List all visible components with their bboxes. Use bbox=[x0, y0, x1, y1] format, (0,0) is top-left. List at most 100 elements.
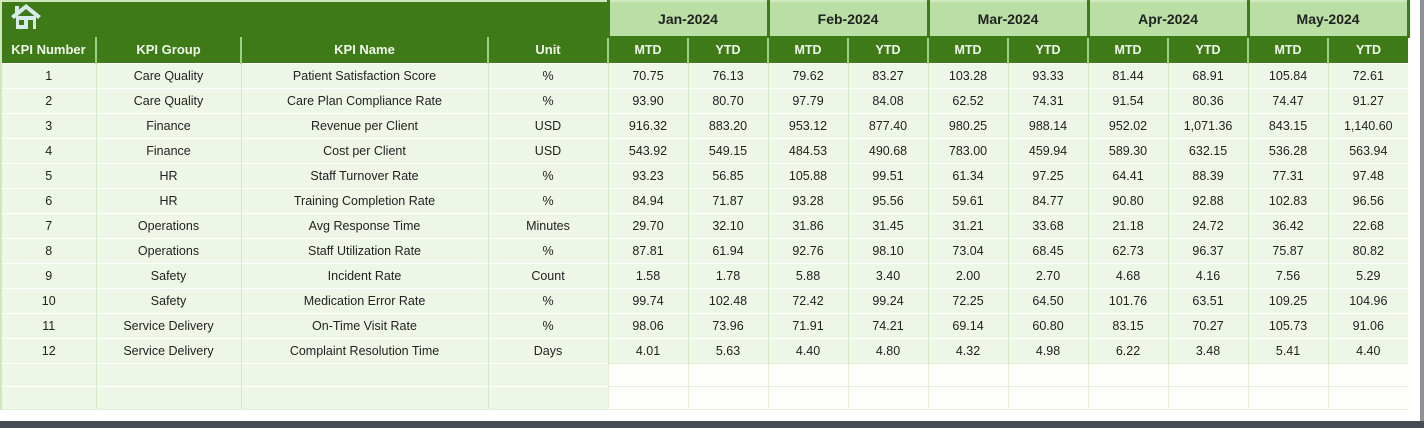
unit-cell[interactable]: USD bbox=[487, 112, 608, 138]
value-cell[interactable]: 77.31 bbox=[1247, 162, 1329, 188]
month-header-mar[interactable]: Mar-2024 bbox=[926, 0, 1089, 38]
unit-cell[interactable]: % bbox=[487, 237, 608, 263]
subheader-apr-mtd[interactable]: MTD bbox=[1087, 37, 1169, 63]
value-cell[interactable]: 91.54 bbox=[1087, 87, 1169, 113]
empty-cell[interactable] bbox=[767, 385, 848, 410]
col-header-kpi-number[interactable]: KPI Number bbox=[0, 37, 96, 63]
empty-cell[interactable] bbox=[687, 385, 768, 410]
value-cell[interactable]: 63.51 bbox=[1167, 287, 1249, 313]
value-cell[interactable]: 99.24 bbox=[847, 287, 929, 313]
value-cell[interactable]: 31.21 bbox=[927, 212, 1009, 238]
subheader-mar-ytd[interactable]: YTD bbox=[1007, 37, 1089, 63]
kpi-name-cell[interactable]: Staff Turnover Rate bbox=[240, 162, 488, 188]
subheader-may-mtd[interactable]: MTD bbox=[1247, 37, 1329, 63]
value-cell[interactable]: 70.75 bbox=[607, 62, 688, 88]
kpi-group-cell[interactable]: HR bbox=[95, 187, 241, 213]
value-cell[interactable]: 96.37 bbox=[1167, 237, 1249, 263]
value-cell[interactable]: 104.96 bbox=[1327, 287, 1409, 313]
kpi-name-cell[interactable]: Patient Satisfaction Score bbox=[240, 62, 488, 88]
empty-cell[interactable] bbox=[1247, 385, 1329, 410]
value-cell[interactable]: 490.68 bbox=[847, 137, 929, 163]
empty-cell[interactable] bbox=[1007, 362, 1089, 386]
value-cell[interactable]: 883.20 bbox=[687, 112, 768, 138]
value-cell[interactable]: 31.45 bbox=[847, 212, 929, 238]
value-cell[interactable]: 62.52 bbox=[927, 87, 1009, 113]
value-cell[interactable]: 61.34 bbox=[927, 162, 1009, 188]
value-cell[interactable]: 91.06 bbox=[1327, 312, 1409, 338]
empty-cell[interactable] bbox=[687, 362, 768, 386]
kpi-number-cell[interactable]: 7 bbox=[0, 212, 96, 238]
value-cell[interactable]: 5.41 bbox=[1247, 337, 1329, 363]
value-cell[interactable]: 4.98 bbox=[1007, 337, 1089, 363]
empty-cell[interactable] bbox=[487, 385, 608, 410]
value-cell[interactable]: 1.58 bbox=[607, 262, 688, 288]
unit-cell[interactable]: % bbox=[487, 87, 608, 113]
value-cell[interactable]: 101.76 bbox=[1087, 287, 1169, 313]
kpi-name-cell[interactable]: Medication Error Rate bbox=[240, 287, 488, 313]
value-cell[interactable]: 1,071.36 bbox=[1167, 112, 1249, 138]
value-cell[interactable]: 988.14 bbox=[1007, 112, 1089, 138]
empty-cell[interactable] bbox=[607, 385, 688, 410]
value-cell[interactable]: 105.84 bbox=[1247, 62, 1329, 88]
value-cell[interactable]: 59.61 bbox=[927, 187, 1009, 213]
value-cell[interactable]: 484.53 bbox=[767, 137, 848, 163]
empty-cell[interactable] bbox=[767, 362, 848, 386]
value-cell[interactable]: 95.56 bbox=[847, 187, 929, 213]
value-cell[interactable]: 69.14 bbox=[927, 312, 1009, 338]
empty-cell[interactable] bbox=[1327, 362, 1409, 386]
value-cell[interactable]: 81.44 bbox=[1087, 62, 1169, 88]
value-cell[interactable]: 33.68 bbox=[1007, 212, 1089, 238]
kpi-group-cell[interactable]: Operations bbox=[95, 212, 241, 238]
value-cell[interactable]: 71.87 bbox=[687, 187, 768, 213]
value-cell[interactable]: 72.61 bbox=[1327, 62, 1409, 88]
value-cell[interactable]: 64.41 bbox=[1087, 162, 1169, 188]
value-cell[interactable]: 74.31 bbox=[1007, 87, 1089, 113]
kpi-number-cell[interactable]: 9 bbox=[0, 262, 96, 288]
kpi-number-cell[interactable]: 12 bbox=[0, 337, 96, 363]
value-cell[interactable]: 21.18 bbox=[1087, 212, 1169, 238]
kpi-name-cell[interactable]: Incident Rate bbox=[240, 262, 488, 288]
value-cell[interactable]: 543.92 bbox=[607, 137, 688, 163]
empty-cell[interactable] bbox=[847, 362, 929, 386]
kpi-group-cell[interactable]: Finance bbox=[95, 112, 241, 138]
value-cell[interactable]: 877.40 bbox=[847, 112, 929, 138]
value-cell[interactable]: 76.13 bbox=[687, 62, 768, 88]
empty-cell[interactable] bbox=[95, 385, 241, 410]
value-cell[interactable]: 31.86 bbox=[767, 212, 848, 238]
value-cell[interactable]: 2.70 bbox=[1007, 262, 1089, 288]
value-cell[interactable]: 92.88 bbox=[1167, 187, 1249, 213]
value-cell[interactable]: 916.32 bbox=[607, 112, 688, 138]
value-cell[interactable]: 98.10 bbox=[847, 237, 929, 263]
month-header-may[interactable]: May-2024 bbox=[1246, 0, 1410, 38]
subheader-jan-mtd[interactable]: MTD bbox=[607, 37, 688, 63]
value-cell[interactable]: 96.56 bbox=[1327, 187, 1409, 213]
empty-cell[interactable] bbox=[927, 362, 1009, 386]
value-cell[interactable]: 84.77 bbox=[1007, 187, 1089, 213]
empty-cell[interactable] bbox=[1087, 385, 1169, 410]
kpi-name-cell[interactable]: Avg Response Time bbox=[240, 212, 488, 238]
value-cell[interactable]: 92.76 bbox=[767, 237, 848, 263]
value-cell[interactable]: 68.91 bbox=[1167, 62, 1249, 88]
kpi-number-cell[interactable]: 3 bbox=[0, 112, 96, 138]
value-cell[interactable]: 843.15 bbox=[1247, 112, 1329, 138]
value-cell[interactable]: 68.45 bbox=[1007, 237, 1089, 263]
value-cell[interactable]: 6.22 bbox=[1087, 337, 1169, 363]
value-cell[interactable]: 93.90 bbox=[607, 87, 688, 113]
kpi-number-cell[interactable]: 8 bbox=[0, 237, 96, 263]
empty-cell[interactable] bbox=[487, 362, 608, 386]
kpi-name-cell[interactable]: Staff Utilization Rate bbox=[240, 237, 488, 263]
value-cell[interactable]: 64.50 bbox=[1007, 287, 1089, 313]
unit-cell[interactable]: % bbox=[487, 187, 608, 213]
subheader-feb-mtd[interactable]: MTD bbox=[767, 37, 848, 63]
unit-cell[interactable]: Minutes bbox=[487, 212, 608, 238]
value-cell[interactable]: 4.16 bbox=[1167, 262, 1249, 288]
value-cell[interactable]: 4.01 bbox=[607, 337, 688, 363]
kpi-name-cell[interactable]: Revenue per Client bbox=[240, 112, 488, 138]
empty-cell[interactable] bbox=[240, 385, 488, 410]
value-cell[interactable]: 56.85 bbox=[687, 162, 768, 188]
empty-cell[interactable] bbox=[1247, 362, 1329, 386]
empty-cell[interactable] bbox=[1087, 362, 1169, 386]
month-header-apr[interactable]: Apr-2024 bbox=[1086, 0, 1249, 38]
kpi-number-cell[interactable]: 11 bbox=[0, 312, 96, 338]
unit-cell[interactable]: % bbox=[487, 62, 608, 88]
